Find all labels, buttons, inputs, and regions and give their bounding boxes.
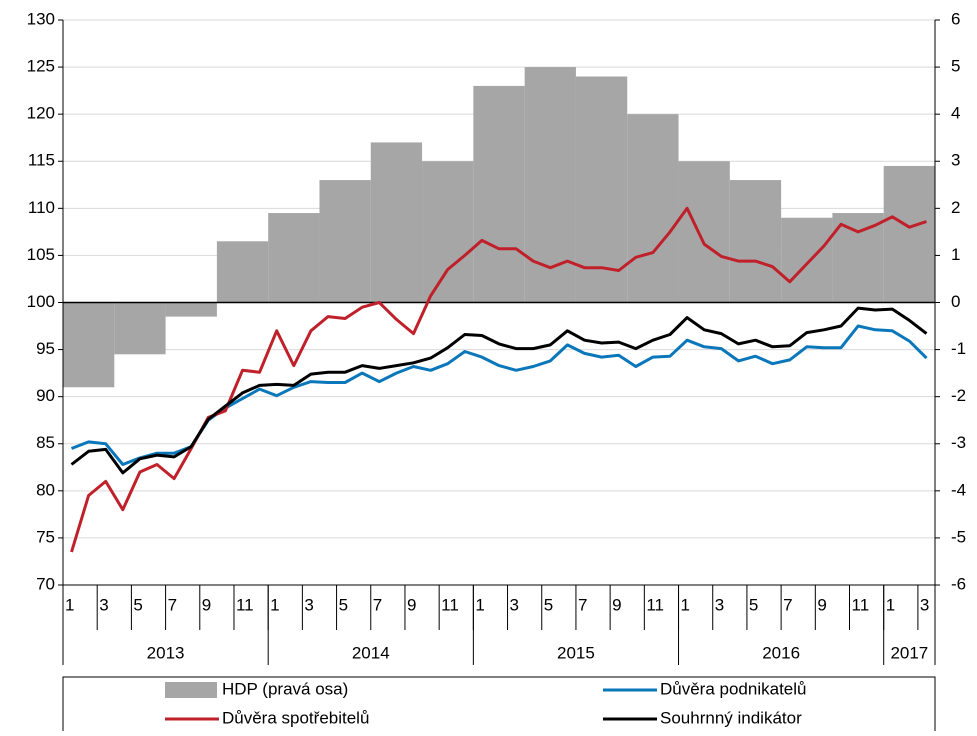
year-label: 2014 [352, 643, 390, 662]
x-tick-label: 1 [65, 595, 74, 614]
bar [473, 85, 525, 303]
bar [678, 161, 730, 303]
y2-tick-label: 4 [951, 104, 960, 123]
x-tick-label: 5 [339, 595, 348, 614]
x-tick-label: 1 [475, 595, 484, 614]
bar [216, 241, 269, 303]
x-tick-label: 7 [783, 595, 792, 614]
bar [422, 161, 474, 303]
bar [268, 213, 320, 303]
bar [114, 302, 166, 355]
x-tick-label: 9 [407, 595, 416, 614]
y-tick-label: 80 [36, 480, 55, 499]
x-tick-label: 3 [99, 595, 108, 614]
x-tick-label: 1 [681, 595, 690, 614]
y-tick-label: 75 [36, 527, 55, 546]
y-tick-label: 95 [36, 339, 55, 358]
x-tick-label: 7 [578, 595, 587, 614]
x-tick-label: 3 [304, 595, 313, 614]
bar [165, 302, 217, 317]
bar [832, 213, 884, 303]
y2-tick-label: -3 [951, 433, 966, 452]
y2-tick-label: 6 [951, 9, 960, 28]
y2-tick-label: 5 [951, 57, 960, 76]
y2-tick-label: 1 [951, 245, 960, 264]
y2-tick-label: 0 [951, 292, 960, 311]
legend-swatch [165, 682, 217, 698]
y-tick-label: 85 [36, 433, 55, 452]
year-label: 2015 [557, 643, 595, 662]
y-tick-label: 90 [36, 386, 55, 405]
bar [319, 180, 371, 303]
x-tick-label: 9 [202, 595, 211, 614]
bar [524, 67, 576, 303]
bar [729, 180, 782, 303]
year-label: 2017 [890, 643, 928, 662]
x-tick-label: 11 [236, 595, 254, 614]
y-tick-label: 120 [27, 104, 55, 123]
x-tick-label: 9 [817, 595, 826, 614]
y2-tick-label: -4 [951, 480, 966, 499]
x-tick-label: 7 [168, 595, 177, 614]
x-tick-label: 9 [612, 595, 621, 614]
x-tick-label: 11 [441, 595, 459, 614]
x-tick-label: 11 [646, 595, 664, 614]
bar [781, 217, 833, 303]
y2-tick-label: -2 [951, 386, 966, 405]
legend-box [62, 676, 936, 736]
legend-label: Důvěra podnikatelů [660, 679, 806, 698]
bar [370, 142, 423, 303]
x-tick-label: 7 [373, 595, 382, 614]
bar [63, 302, 115, 388]
legend-label: Souhrnný indikátor [660, 708, 802, 727]
year-label: 2013 [147, 643, 185, 662]
y-tick-label: 100 [27, 292, 55, 311]
x-tick-label: 3 [920, 595, 929, 614]
x-tick-label: 3 [715, 595, 724, 614]
bar [883, 165, 935, 303]
y-tick-label: 130 [27, 9, 55, 28]
line [70, 306, 928, 475]
x-tick-label: 5 [544, 595, 553, 614]
x-tick-label: 1 [886, 595, 895, 614]
y2-tick-label: 3 [951, 151, 960, 170]
y-tick-label: 125 [27, 57, 55, 76]
legend-label: HDP (pravá osa) [222, 679, 348, 698]
x-tick-label: 3 [510, 595, 519, 614]
y-tick-label: 115 [28, 151, 55, 170]
y2-tick-label: -1 [951, 339, 966, 358]
y-tick-label: 105 [27, 245, 55, 264]
legend-label: Důvěra spotřebitelů [222, 708, 369, 727]
y2-tick-label: 2 [951, 198, 960, 217]
x-tick-label: 5 [749, 595, 758, 614]
y2-tick-label: -6 [951, 574, 966, 593]
y-tick-label: 70 [36, 574, 55, 593]
x-tick-label: 5 [133, 595, 142, 614]
y2-tick-label: -5 [951, 527, 966, 546]
x-tick-label: 11 [852, 595, 870, 614]
year-label: 2016 [762, 643, 800, 662]
bar [627, 114, 679, 303]
y-tick-label: 110 [28, 198, 55, 217]
bar [575, 76, 628, 303]
x-tick-label: 1 [270, 595, 279, 614]
